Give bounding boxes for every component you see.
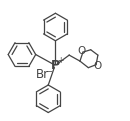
- Text: +: +: [57, 56, 63, 65]
- Text: O: O: [94, 61, 102, 71]
- Text: P: P: [51, 59, 60, 72]
- Text: Br: Br: [36, 68, 49, 81]
- Text: −: −: [45, 67, 52, 76]
- Text: O: O: [77, 46, 85, 56]
